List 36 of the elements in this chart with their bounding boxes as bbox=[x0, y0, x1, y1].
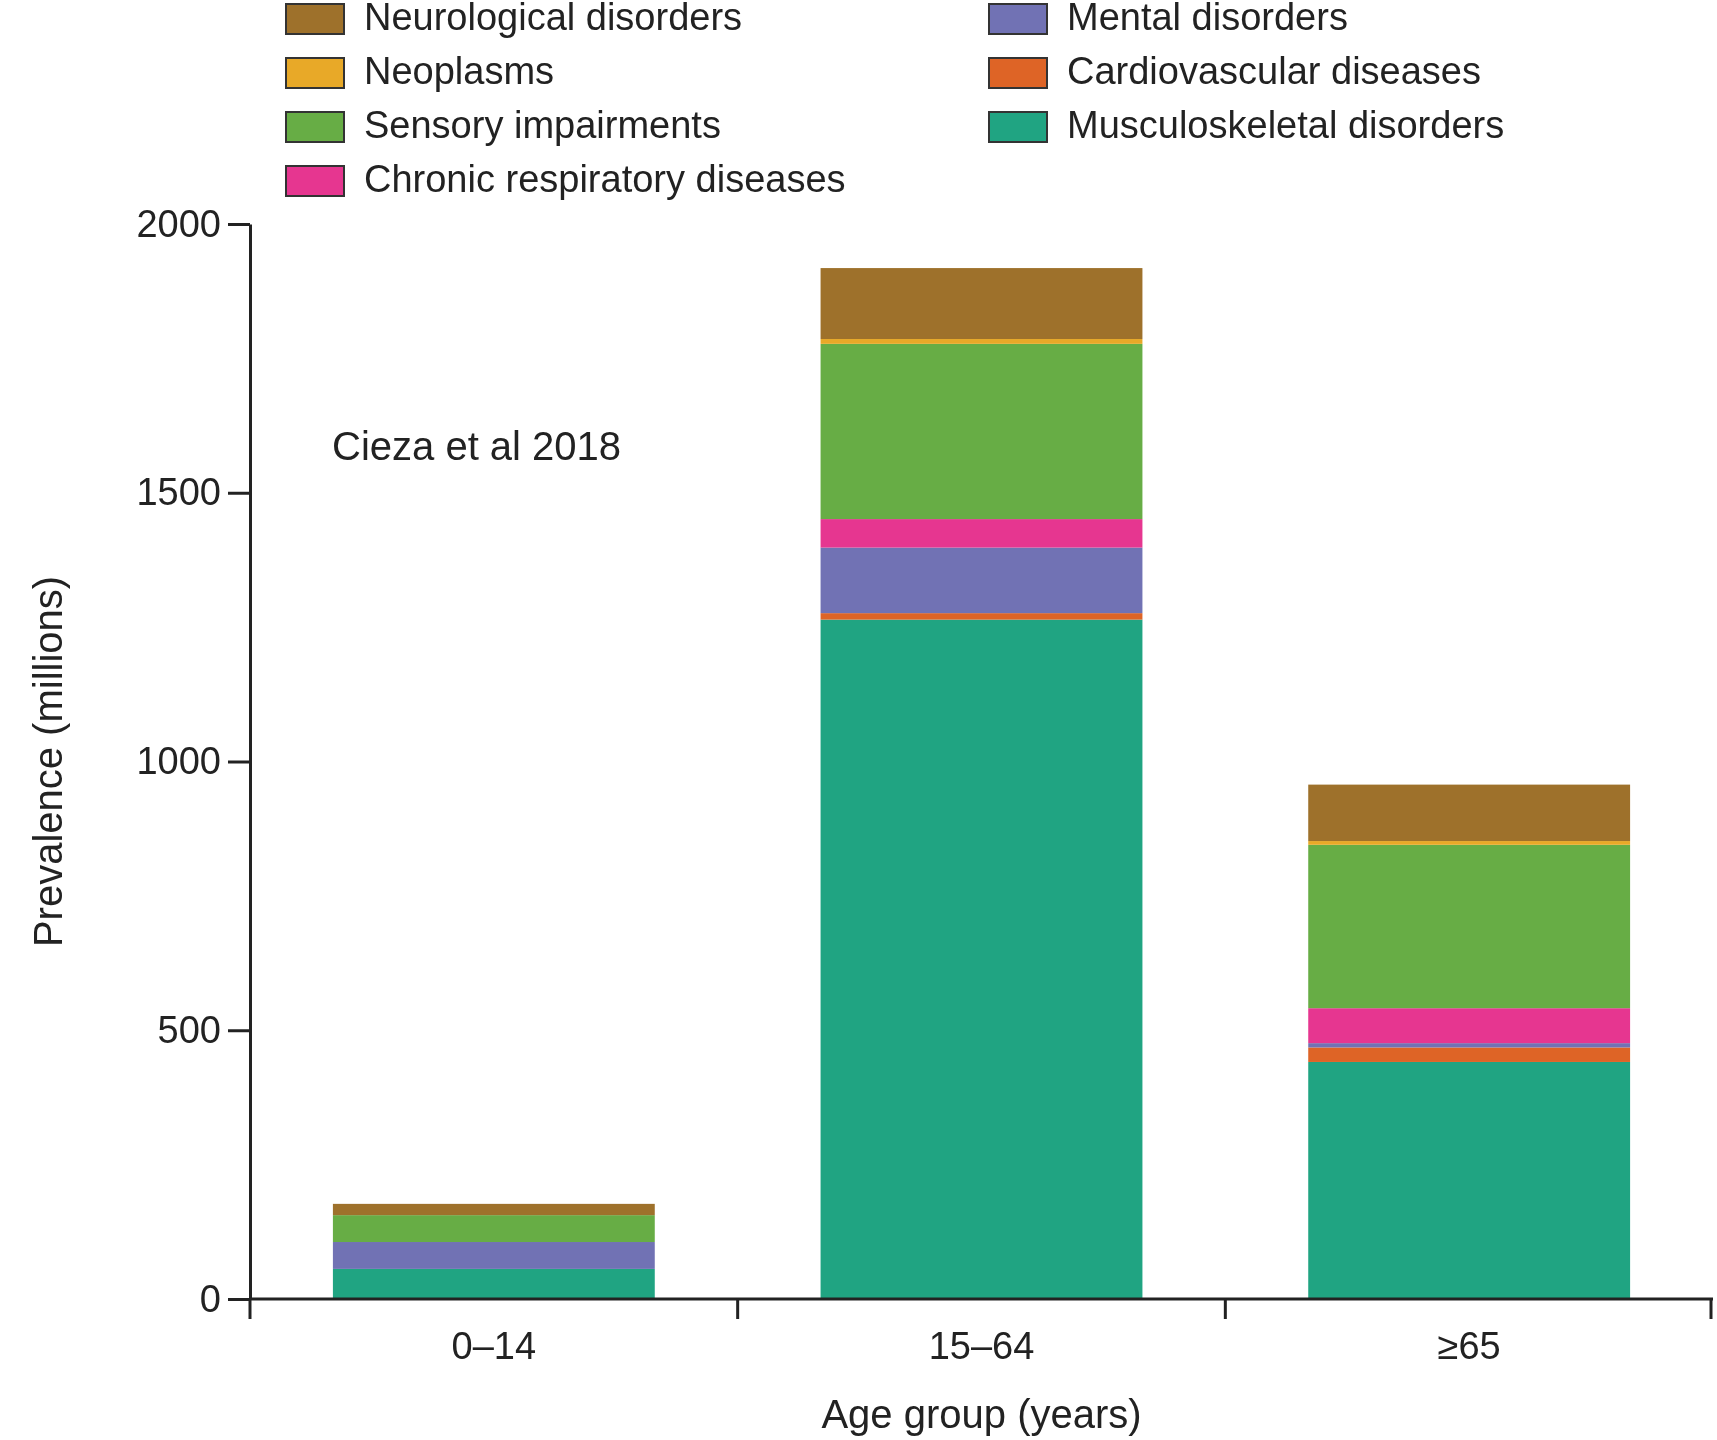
x-tick-label: ≥65 bbox=[1437, 1325, 1501, 1367]
y-tick-label: 500 bbox=[157, 1008, 221, 1051]
bar bbox=[332, 1268, 655, 1299]
bar bbox=[1308, 841, 1631, 845]
bar bbox=[1308, 1047, 1631, 1062]
legend-label: Neoplasms bbox=[364, 50, 555, 92]
bar bbox=[820, 268, 1143, 340]
bar bbox=[1308, 844, 1631, 1009]
bar bbox=[820, 547, 1143, 614]
legend-label: Sensory impairments bbox=[364, 104, 721, 146]
bar bbox=[332, 1215, 655, 1243]
bar bbox=[332, 1203, 655, 1216]
x-axis-title: Age group (years) bbox=[821, 1392, 1142, 1436]
legend-label: Neurological disorders bbox=[364, 0, 743, 38]
annotation: Cieza et al 2018 bbox=[332, 424, 622, 468]
legend-label: Cardiovascular diseases bbox=[1067, 50, 1481, 92]
bar bbox=[820, 519, 1143, 548]
y-axis-title: Prevalence (millions) bbox=[26, 575, 70, 948]
legend-label: Musculoskeletal disorders bbox=[1067, 104, 1505, 146]
y-tick-label: 1000 bbox=[136, 740, 221, 783]
y-tick-label: 1500 bbox=[136, 471, 221, 514]
bar bbox=[820, 619, 1143, 1299]
x-tick-label: 15–64 bbox=[928, 1325, 1035, 1367]
bar bbox=[1308, 784, 1631, 842]
bar bbox=[820, 339, 1143, 344]
bar bbox=[332, 1242, 655, 1269]
bar bbox=[820, 613, 1143, 620]
bar bbox=[820, 343, 1143, 520]
x-tick-label: 0–14 bbox=[451, 1325, 537, 1367]
bar bbox=[1308, 1008, 1631, 1044]
legend-label: Chronic respiratory diseases bbox=[364, 158, 846, 200]
y-tick-label: 0 bbox=[199, 1277, 221, 1320]
y-tick-label: 2000 bbox=[136, 202, 221, 245]
legend-label: Mental disorders bbox=[1067, 0, 1348, 38]
bar bbox=[1308, 1043, 1631, 1048]
bar bbox=[1308, 1061, 1631, 1299]
